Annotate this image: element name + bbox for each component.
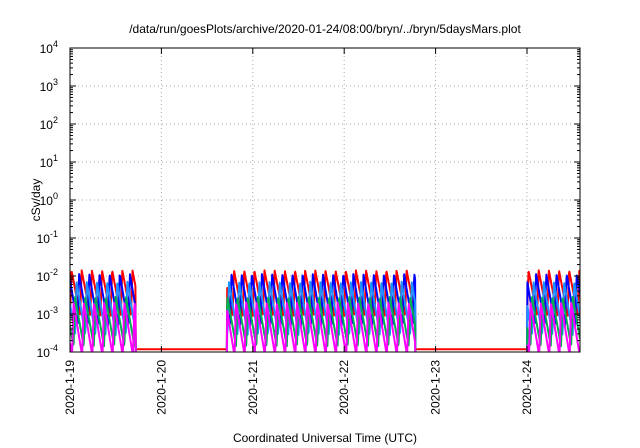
y-tick-exponent: 1: [53, 153, 58, 163]
x-tick-label: 2020-1-23: [429, 360, 443, 415]
y-tick-label: 10-4: [37, 343, 58, 360]
y-tick-label: 10-2: [37, 267, 58, 284]
plot-area: [70, 269, 580, 352]
series-line-1: [70, 273, 580, 352]
y-tick-exponent: 4: [53, 39, 58, 49]
y-tick-label: 10-3: [37, 305, 58, 322]
x-axis: 2020-1-19 2020-1-20 2020-1-21 2020-1-22 2020…: [63, 48, 534, 415]
y-axis-label: cSv/day: [29, 179, 43, 222]
series-line-3: [70, 295, 580, 352]
chart-title: /data/run/goesPlots/archive/2020-01-24/0…: [129, 22, 521, 36]
y-tick-exponent: 3: [53, 77, 58, 87]
x-tick-label: 2020-1-24: [520, 360, 534, 415]
y-tick-exponent: -2: [50, 267, 58, 277]
x-tick-label: 2020-1-21: [246, 360, 260, 415]
series-line-4: [70, 301, 580, 352]
y-tick-label: 101: [40, 153, 58, 170]
x-tick-label: 2020-1-22: [337, 360, 351, 415]
x-tick-label: 2020-1-19: [63, 360, 77, 415]
y-tick-exponent: -3: [50, 305, 58, 315]
y-tick-label: 103: [40, 77, 58, 94]
y-tick-label: 10-1: [37, 229, 58, 246]
x-tick-label: 2020-1-20: [154, 360, 168, 415]
y-tick-exponent: -4: [50, 343, 58, 353]
y-tick-label: 102: [40, 115, 58, 132]
series-line-2: [70, 280, 580, 352]
y-tick-label: 104: [40, 39, 58, 56]
y-tick-exponent: 2: [53, 115, 58, 125]
x-axis-label: Coordinated Universal Time (UTC): [233, 431, 417, 445]
y-tick-exponent: 0: [53, 191, 58, 201]
y-tick-exponent: -1: [50, 229, 58, 239]
